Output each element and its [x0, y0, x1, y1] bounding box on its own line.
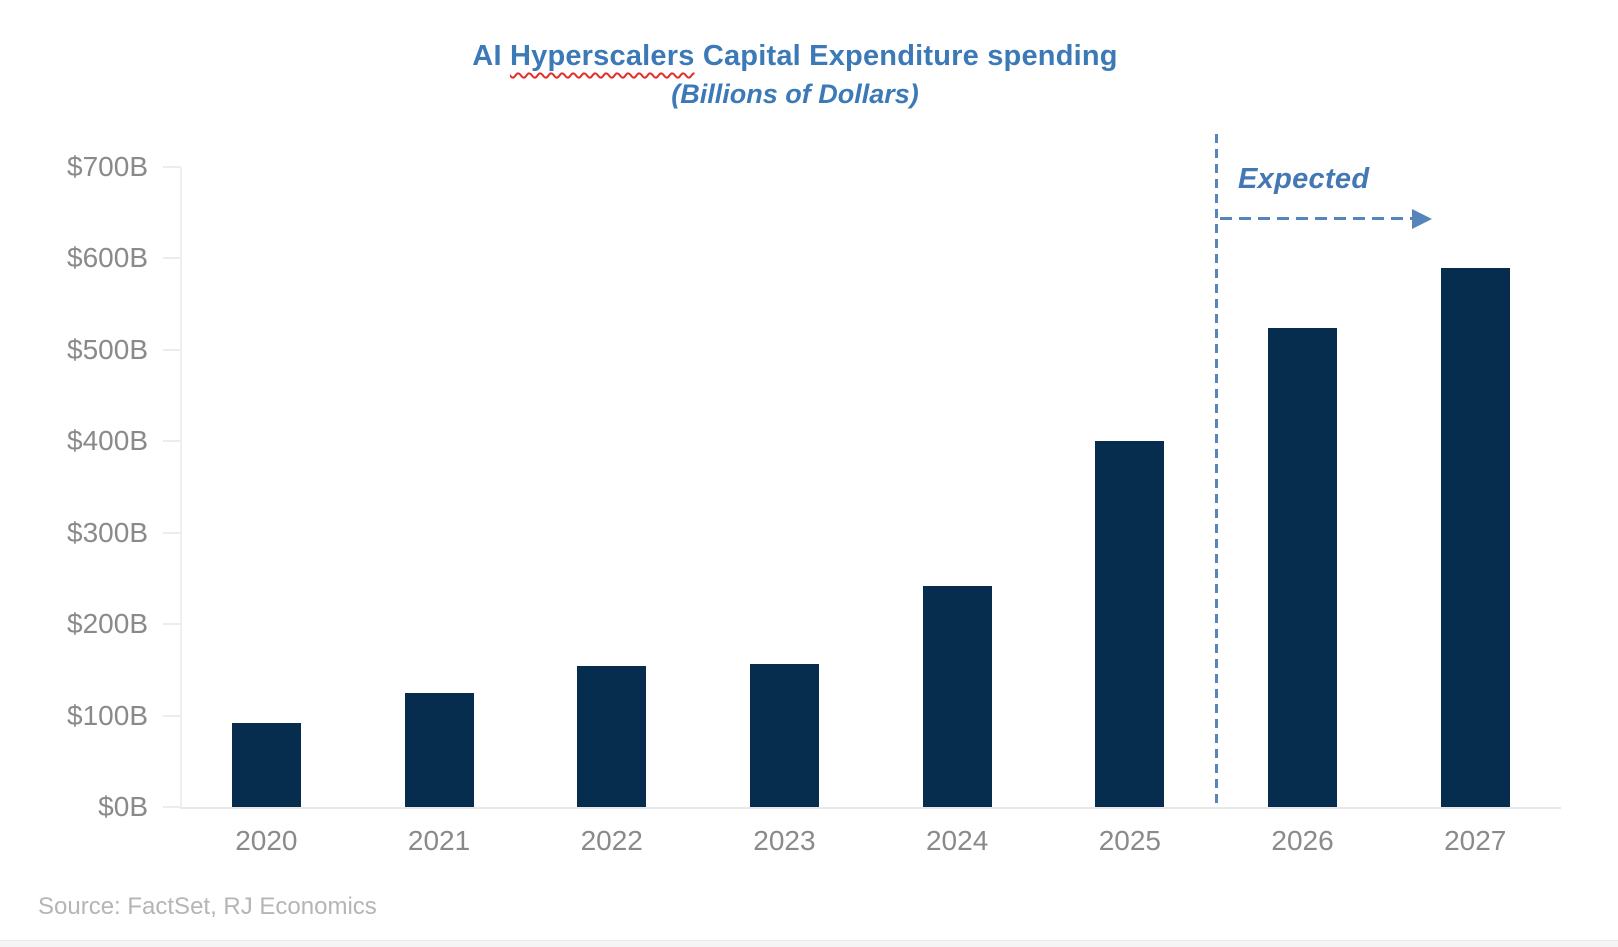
y-axis-line — [180, 167, 182, 807]
chart-title-spellcheck-word: Hyperscalers — [509, 40, 695, 72]
expected-arrow-head-icon — [1412, 208, 1432, 229]
bar-2025 — [1095, 441, 1165, 807]
bottom-window-edge — [0, 940, 1618, 947]
y-axis-tick — [163, 623, 180, 626]
y-axis-tick — [163, 166, 180, 168]
x-axis-label: 2025 — [1098, 825, 1161, 856]
expected-arrow-line — [1220, 217, 1412, 220]
x-axis-label: 2026 — [1271, 825, 1334, 856]
bar-2020 — [231, 722, 301, 807]
bar-2026 — [1268, 327, 1338, 807]
chart-header: AI Hyperscalers Capital Expenditure spen… — [0, 40, 1590, 110]
y-axis-label: $100B — [67, 699, 148, 731]
y-axis-tick — [163, 806, 180, 808]
expected-label: Expected — [1238, 163, 1370, 195]
y-axis-label: $400B — [67, 425, 148, 457]
chart-title-pre: AI — [472, 40, 510, 72]
y-axis-label: $200B — [67, 608, 148, 640]
chart-title-post: Capital Expenditure spending — [694, 40, 1118, 72]
y-axis-tick — [163, 531, 180, 534]
bar-2024 — [922, 585, 992, 807]
x-axis-label: 2020 — [235, 825, 298, 856]
y-axis-tick — [163, 348, 180, 351]
y-axis-label: $0B — [98, 791, 148, 822]
y-axis-tick — [163, 440, 180, 443]
y-axis-label: $300B — [67, 516, 148, 548]
source-note: Source: FactSet, RJ Economics — [38, 893, 377, 920]
x-axis-label: 2024 — [925, 825, 989, 856]
y-axis-label: $700B — [67, 151, 148, 182]
bar-2022 — [577, 666, 647, 807]
bar-2027 — [1440, 267, 1510, 807]
x-axis-label: 2022 — [580, 825, 643, 856]
y-axis-label: $500B — [67, 333, 148, 365]
x-axis-label: 2027 — [1444, 825, 1507, 856]
chart-title: AI Hyperscalers Capital Expenditure spen… — [0, 40, 1590, 73]
chart-subtitle: (Billions of Dollars) — [671, 79, 919, 109]
bar-2021 — [404, 692, 474, 807]
x-axis-line — [180, 807, 1561, 809]
y-axis-tick — [163, 714, 180, 717]
y-axis-label: $600B — [67, 242, 148, 274]
expected-divider-line — [1215, 134, 1218, 807]
y-axis-tick — [163, 257, 180, 260]
x-axis-label: 2023 — [753, 825, 816, 856]
bar-2023 — [749, 664, 819, 807]
x-axis-label: 2021 — [407, 825, 471, 856]
